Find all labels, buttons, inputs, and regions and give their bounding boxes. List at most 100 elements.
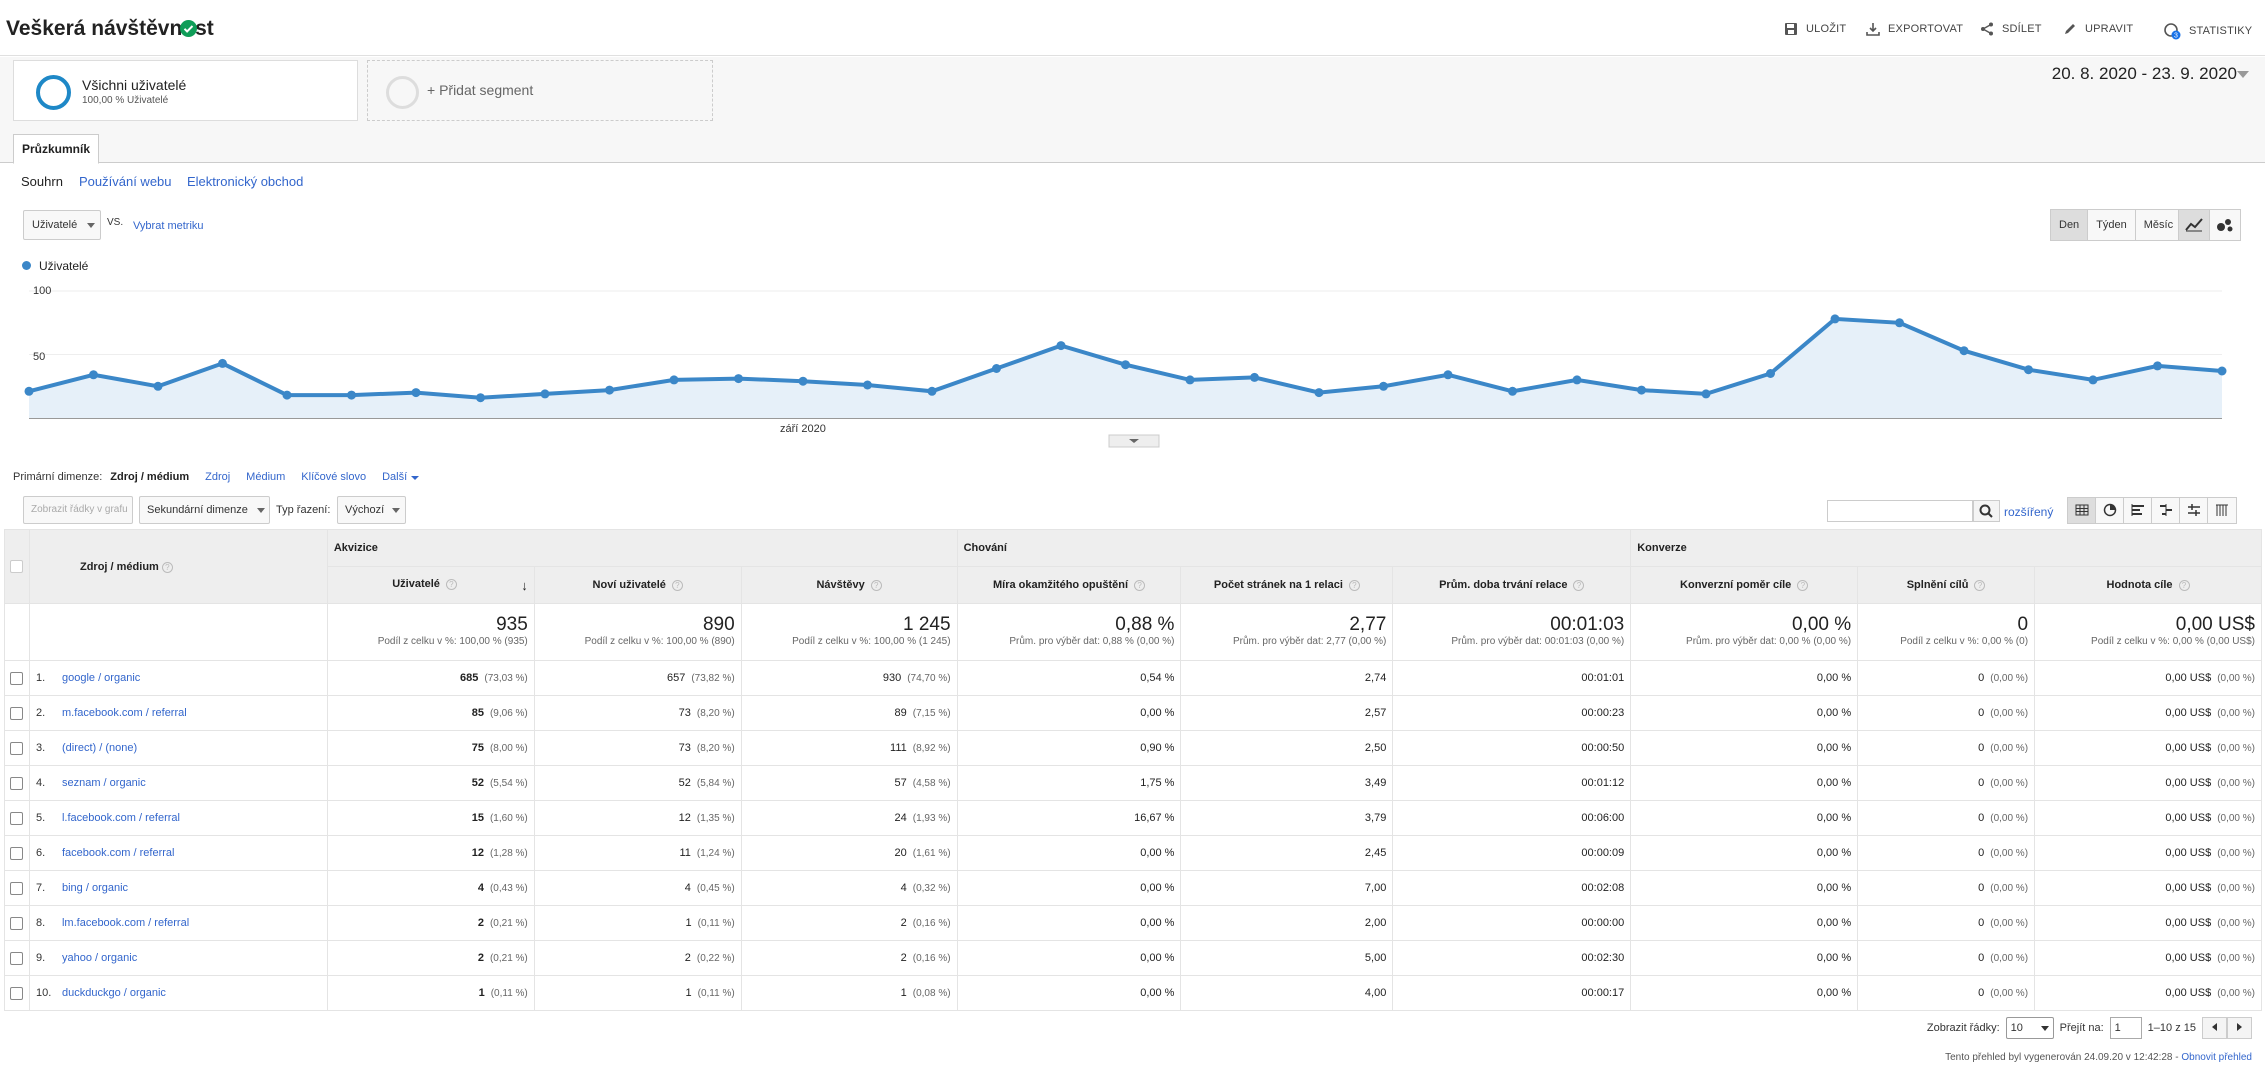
row-dimension-link[interactable]: m.facebook.com / referral (61, 707, 187, 719)
row-checkbox[interactable] (10, 741, 24, 755)
chart-point[interactable] (1572, 375, 1582, 385)
tab-explorer[interactable]: Průzkumník (13, 134, 100, 164)
rows-per-page-select[interactable]: 10 (2005, 1017, 2054, 1039)
row-checkbox[interactable] (10, 916, 24, 930)
select-metric-link[interactable]: Vybrat metriku (133, 220, 204, 232)
view-pie-button[interactable] (2096, 498, 2124, 523)
subtab-summary[interactable]: Souhrn (21, 174, 63, 189)
secondary-dimension-select[interactable]: Sekundární dimenze (139, 496, 270, 524)
row-checkbox[interactable] (10, 811, 24, 825)
chart-point[interactable] (89, 370, 98, 380)
chart-point[interactable] (347, 390, 356, 400)
select-all-checkbox[interactable] (10, 560, 24, 573)
chart-point[interactable] (476, 393, 485, 403)
advanced-filter-link[interactable]: rozšířený (2004, 505, 2054, 519)
chart-point[interactable] (1443, 370, 1453, 380)
chart-point[interactable] (669, 375, 679, 385)
granularity-day[interactable]: Den (2051, 210, 2089, 240)
granularity-month[interactable]: Měsíc (2143, 219, 2174, 231)
chart-point[interactable] (1830, 314, 1840, 324)
chart-point[interactable] (734, 374, 743, 384)
column-header[interactable]: Noví uživatelé? (533, 566, 742, 604)
view-pivot-button[interactable] (2208, 498, 2236, 523)
chart-point[interactable] (540, 389, 550, 399)
dimension-other[interactable]: Další (382, 471, 408, 483)
goto-input[interactable]: 1 (2109, 1017, 2142, 1039)
table-search-input[interactable] (1827, 500, 1973, 522)
row-dimension-link[interactable]: seznam / organic (61, 777, 146, 789)
row-dimension-link[interactable]: lm.facebook.com / referral (61, 917, 190, 929)
save-button[interactable]: ULOŽIT (1784, 22, 1846, 36)
chart-point[interactable] (411, 388, 421, 398)
chart-point[interactable] (1314, 388, 1324, 398)
dimension-source-medium[interactable]: Zdroj / médium (110, 471, 190, 483)
chart-point[interactable] (2217, 366, 2227, 376)
insights-button[interactable]: 3 STATISTIKY (2163, 22, 2252, 40)
chart-point[interactable] (992, 364, 1001, 373)
chart-point[interactable] (1701, 389, 1711, 399)
row-checkbox[interactable] (10, 986, 24, 1000)
chart-point[interactable] (1508, 386, 1517, 396)
row-checkbox[interactable] (10, 706, 24, 720)
chart-point[interactable] (1121, 360, 1130, 370)
row-checkbox[interactable] (10, 671, 24, 685)
chart-point[interactable] (2153, 361, 2162, 371)
share-button[interactable]: SDÍLET (1980, 22, 2042, 36)
row-dimension-link[interactable]: yahoo / organic (61, 952, 138, 964)
dimension-source[interactable]: Zdroj (205, 471, 231, 483)
row-checkbox[interactable] (10, 881, 24, 895)
line-chart-button[interactable] (2179, 210, 2210, 240)
subtab-site-usage[interactable]: Používání webu (79, 174, 172, 189)
add-segment-button[interactable]: + Přidat segment (367, 60, 713, 121)
granularity-week[interactable]: Týden (2088, 210, 2136, 240)
chart-point[interactable] (1959, 346, 1969, 356)
column-header[interactable]: Míra okamžitého opuštění? (956, 566, 1182, 604)
date-range-picker[interactable]: 20. 8. 2020 - 23. 9. 2020 (2051, 64, 2237, 83)
chart-point[interactable] (282, 390, 292, 400)
chart-point[interactable] (1056, 341, 1066, 351)
row-checkbox[interactable] (10, 846, 24, 860)
column-header[interactable]: Návštěvy? (740, 566, 958, 604)
view-comparison-button[interactable] (2152, 498, 2180, 523)
chart-point[interactable] (1895, 318, 1904, 328)
row-checkbox[interactable] (10, 776, 24, 790)
chart-point[interactable] (605, 385, 614, 395)
column-header[interactable]: Konverzní poměr cíle? (1630, 566, 1859, 604)
chart-point[interactable] (218, 358, 227, 368)
row-dimension-link[interactable]: l.facebook.com / referral (61, 812, 180, 824)
chart-point[interactable] (927, 386, 937, 396)
view-table-button[interactable] (2068, 498, 2096, 523)
chart-point[interactable] (798, 376, 808, 386)
dimension-header[interactable]: Zdroj / médium ? (28, 529, 328, 604)
chart-point[interactable] (153, 381, 163, 391)
next-page-button[interactable] (2227, 1017, 2252, 1039)
chart-point[interactable] (2024, 365, 2033, 375)
prev-page-button[interactable] (2202, 1017, 2227, 1039)
chart-point[interactable] (24, 386, 34, 396)
motion-chart-button[interactable] (2210, 210, 2240, 240)
view-performance-button[interactable] (2124, 498, 2152, 523)
dimension-medium[interactable]: Médium (246, 471, 286, 483)
row-dimension-link[interactable]: (direct) / (none) (61, 742, 138, 754)
column-header[interactable]: Splnění cílů? (1857, 566, 2036, 604)
search-button[interactable] (1973, 500, 2000, 522)
chart-point[interactable] (863, 380, 872, 390)
row-dimension-link[interactable]: bing / organic (61, 882, 129, 894)
refresh-report-link[interactable]: Obnovit přehled (2181, 1052, 2252, 1063)
column-header[interactable]: Prům. doba trvání relace? (1392, 566, 1632, 604)
column-header[interactable]: Hodnota cíle? (2034, 566, 2262, 604)
export-button[interactable]: EXPORTOVAT (1866, 22, 1963, 36)
column-header[interactable]: Uživatelé? ↓ (326, 566, 535, 604)
sort-type-select[interactable]: Výchozí (337, 496, 406, 524)
chart-point[interactable] (1637, 385, 1646, 395)
metric-select[interactable]: Uživatelé (23, 210, 101, 240)
edit-button[interactable]: UPRAVIT (2063, 22, 2133, 36)
row-dimension-link[interactable]: facebook.com / referral (61, 847, 175, 859)
chart-point[interactable] (2088, 375, 2098, 385)
chevron-down-icon[interactable] (2237, 71, 2249, 78)
dimension-keyword[interactable]: Klíčové slovo (301, 471, 367, 483)
row-dimension-link[interactable]: duckduckgo / organic (61, 987, 166, 999)
row-checkbox[interactable] (10, 951, 24, 965)
column-header[interactable]: Počet stránek na 1 relaci? (1180, 566, 1394, 604)
chart-point[interactable] (1766, 369, 1775, 378)
